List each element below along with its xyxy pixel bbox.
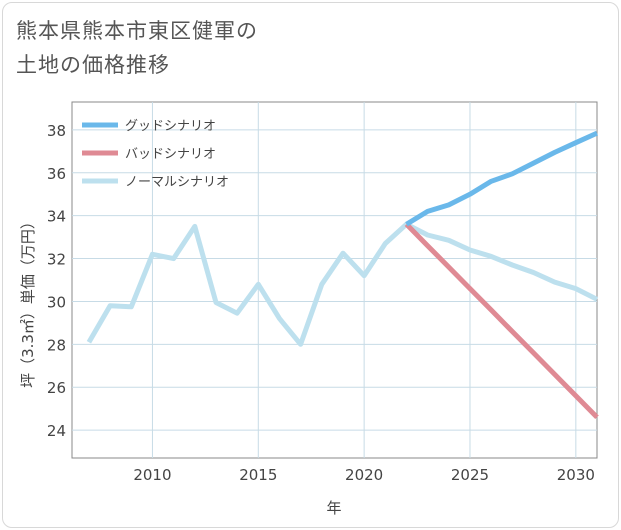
y-tick-label: 32 xyxy=(47,251,66,269)
y-axis-title: 坪（3.3㎡）単価（万円） xyxy=(19,214,37,388)
x-tick-label: 2020 xyxy=(345,466,383,484)
y-tick-label: 38 xyxy=(47,122,66,140)
y-tick-label: 30 xyxy=(47,293,66,311)
chart-title-line1: 熊本県熊本市東区健軍の xyxy=(16,19,258,43)
series-line-1 xyxy=(404,222,599,420)
y-tick-label: 34 xyxy=(47,208,66,226)
plot-area xyxy=(71,101,598,459)
x-tick-label: 2030 xyxy=(557,466,595,484)
legend-label-0: グッドシナリオ xyxy=(125,119,216,134)
y-tick-label: 36 xyxy=(47,165,66,183)
legend-label-1: バッドシナリオ xyxy=(125,147,216,162)
tick-labels: 24 26 28 30 32 34 36 38 2010 2015 2020 2025 2030 xyxy=(47,122,595,484)
series-line-2 xyxy=(86,221,599,347)
x-tick-label: 2025 xyxy=(451,466,489,484)
legend-label-2: ノーマルシナリオ xyxy=(125,175,229,190)
y-tick-label: 28 xyxy=(47,336,66,354)
y-tick-label: 24 xyxy=(47,422,66,440)
x-tick-label: 2015 xyxy=(239,466,277,484)
chart-title-line2: 土地の価格推移 xyxy=(16,53,170,77)
x-tick-label: 2010 xyxy=(133,466,171,484)
y-tick-label: 26 xyxy=(47,379,66,397)
series-lines xyxy=(86,130,599,420)
series-line-0 xyxy=(405,130,599,227)
x-axis-title: 年 xyxy=(326,499,341,517)
chart-title: 熊本県熊本市東区健軍の 土地の価格推移 xyxy=(16,14,258,82)
